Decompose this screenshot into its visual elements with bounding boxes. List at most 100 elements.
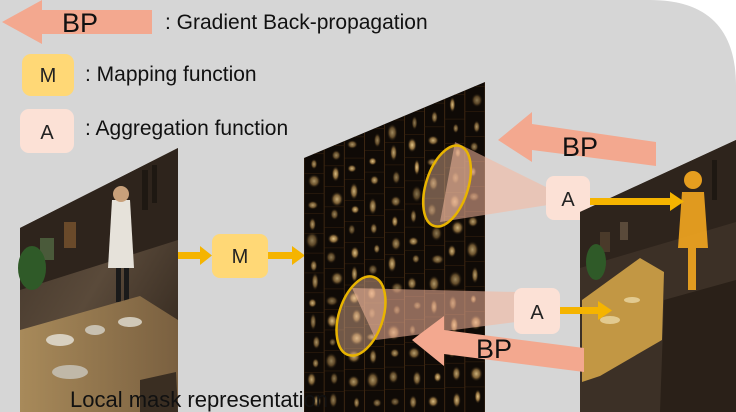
mask-cell	[330, 208, 339, 221]
mask-cell	[367, 263, 378, 276]
mask-cell	[366, 371, 380, 389]
flow-arrow-in-shaft	[178, 252, 202, 259]
mask-cell	[331, 149, 341, 161]
mapping-box-label: M	[232, 246, 249, 268]
mask-cell	[309, 313, 317, 331]
mask-cell	[325, 251, 337, 264]
legend: BP : Gradient Back-propagation M : Mappi…	[2, 0, 428, 153]
mask-cell	[390, 397, 400, 407]
mask-cell	[350, 246, 360, 260]
mask-cell	[348, 224, 356, 236]
mask-cell	[427, 135, 439, 146]
mask-cell	[330, 372, 339, 385]
mask-cell	[469, 366, 483, 382]
mask-cell	[408, 236, 419, 247]
mask-cell	[326, 313, 338, 329]
mask-cell	[469, 141, 479, 153]
bp-arrow-bottom-label: BP	[476, 334, 512, 364]
legend-mapping-box	[22, 54, 74, 96]
mask-cell	[368, 197, 378, 215]
mask-cell	[407, 346, 421, 360]
mask-cell	[373, 244, 381, 254]
person-mask	[678, 171, 708, 290]
mask-cell	[350, 205, 360, 214]
mask-cell	[306, 372, 317, 387]
highlight-ellipse-bottom	[335, 275, 387, 357]
highlight-ellipse-top	[421, 144, 473, 228]
flow-arrow-top-head	[670, 192, 684, 211]
mask-cell	[388, 369, 399, 384]
mask-cell	[411, 185, 422, 203]
mask-cell	[387, 255, 397, 273]
legend-aggregation-desc: : Aggregation function	[85, 117, 288, 140]
flow-arrow-bottom-head	[598, 301, 612, 320]
mask-cell	[474, 389, 482, 404]
mask-cell	[369, 348, 377, 365]
mask-cell	[411, 115, 418, 130]
legend-bp-label: BP	[62, 8, 98, 38]
legend-aggregation-box	[20, 109, 74, 153]
mask-cell	[328, 338, 337, 347]
mask-cell	[307, 200, 319, 210]
aggregation-box-top	[546, 176, 590, 220]
legend-mapping-label: M	[40, 65, 57, 87]
mask-cell	[369, 175, 380, 186]
mask-cell	[346, 140, 358, 149]
flow-arrow-out-shaft	[268, 252, 294, 259]
mask-cell	[329, 392, 338, 409]
mask-cell	[411, 254, 420, 264]
table-mask	[582, 258, 664, 382]
mask-cell	[413, 159, 420, 176]
legend-bp-arrow	[2, 0, 152, 44]
mask-cell	[347, 164, 357, 173]
caption: Local mask representation	[70, 387, 328, 412]
flow-arrow-bottom-shaft	[560, 307, 600, 314]
mapping-flow: M	[178, 234, 305, 278]
mask-cell	[390, 236, 402, 251]
mask-cell	[353, 396, 360, 409]
mask-cell	[448, 270, 463, 288]
legend-bp-desc: : Gradient Back-propagation	[165, 11, 428, 34]
mask-cell	[450, 220, 465, 236]
mask-cell	[311, 272, 319, 291]
mask-cell	[308, 298, 317, 308]
mask-cell	[409, 395, 418, 410]
mask-cell	[430, 225, 443, 242]
mask-cell	[433, 371, 442, 383]
mask-cell	[390, 195, 402, 208]
mask-cell	[312, 394, 322, 408]
mask-cell	[330, 191, 344, 207]
mask-cell	[312, 358, 320, 369]
mask-cell	[466, 240, 479, 259]
mask-cell	[407, 137, 417, 153]
legend-aggregation-label: A	[40, 122, 54, 144]
mask-cell	[471, 93, 483, 108]
mask-cell	[305, 231, 319, 250]
mask-cell	[327, 233, 340, 245]
mask-cell	[386, 123, 398, 142]
mapping-box	[212, 234, 268, 278]
flow-arrow-in-head	[200, 246, 212, 265]
mask-cell	[471, 266, 479, 284]
mask-cell	[452, 366, 461, 382]
mask-cell	[406, 276, 417, 291]
mask-cell	[428, 175, 439, 191]
mask-cell	[373, 132, 381, 148]
mask-cell	[349, 182, 359, 200]
mask-cell	[325, 295, 339, 307]
flow-arrow-top-shaft	[590, 198, 672, 205]
mask-cell	[370, 222, 378, 235]
mask-cell	[368, 157, 377, 166]
bp-arrow-top	[498, 112, 656, 166]
mask-cell	[389, 144, 398, 162]
flow-arrow-out-head	[292, 246, 305, 265]
projection-cone-top	[440, 142, 548, 222]
mask-cell	[428, 275, 440, 293]
mask-cell	[391, 215, 399, 228]
mask-cell	[452, 123, 459, 134]
mask-cell	[467, 215, 479, 228]
mask-cell	[452, 392, 461, 409]
aggregation-box-bottom	[514, 288, 560, 334]
